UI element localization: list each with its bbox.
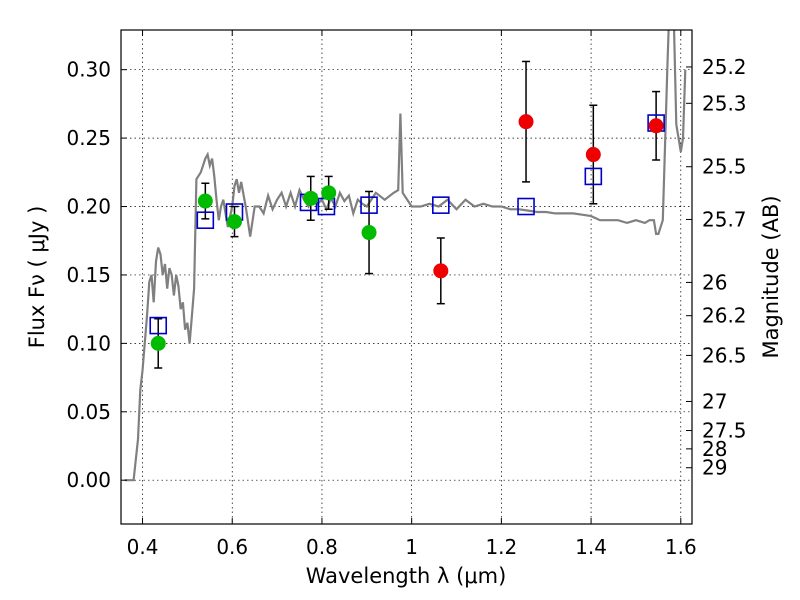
x-tick-label-3: 1 <box>405 535 418 559</box>
green-point-3 <box>303 190 319 206</box>
y2-tick-label-8: 27.5 <box>702 419 747 443</box>
y2-tick-label-4: 26 <box>702 270 727 294</box>
y2-tick-label-10: 29 <box>702 456 727 480</box>
red-point-2 <box>585 147 601 163</box>
y-axis-label: Flux Fν ( μJy ) <box>25 206 49 349</box>
y-tick-label-6: 0.30 <box>66 58 111 82</box>
square-point-5 <box>360 196 378 214</box>
y-tick-label-3: 0.15 <box>66 263 111 287</box>
x-tick-label-5: 1.4 <box>575 535 607 559</box>
plot-frame <box>120 29 693 525</box>
x-tick-label-0: 0.4 <box>127 535 159 559</box>
y-tick-label-5: 0.25 <box>66 126 111 150</box>
x-tick-label-2: 0.8 <box>306 535 338 559</box>
red-point-0 <box>433 263 449 279</box>
y2-tick-label-2: 25.5 <box>702 155 747 179</box>
y-tick-label-4: 0.20 <box>66 195 111 219</box>
model-spectrum-line <box>124 30 687 482</box>
axis-ticks <box>121 30 692 524</box>
square-point-0 <box>149 316 168 335</box>
green-point-2 <box>226 214 242 230</box>
x-tick-label-1: 0.6 <box>216 535 248 559</box>
y2-axis-label: Magnitude (AB) <box>759 195 783 358</box>
square-point-7 <box>517 197 535 216</box>
y2-tick-label-6: 26.5 <box>702 343 747 367</box>
y2-tick-label-3: 25.7 <box>702 207 747 231</box>
x-tick-label-4: 1.2 <box>485 535 517 559</box>
x-tick-labels: 0.4 0.6 0.8 1 1.2 1.4 1.6 <box>127 535 697 559</box>
red-point-3 <box>648 118 664 134</box>
red-point-1 <box>518 114 534 130</box>
y-tick-label-0: 0.00 <box>66 468 111 492</box>
x-axis-label: Wavelength λ (μm) <box>306 564 507 588</box>
y-tick-label-1: 0.05 <box>66 400 111 424</box>
model-spectrum <box>124 30 687 482</box>
y2-tick-label-1: 25.3 <box>702 91 747 115</box>
y-tick-labels: 0.00 0.05 0.10 0.15 0.20 0.25 0.30 <box>66 58 111 493</box>
green-point-4 <box>321 185 337 201</box>
green-point-1 <box>197 193 213 209</box>
data-markers <box>149 114 665 351</box>
green-point-0 <box>150 335 166 351</box>
square-point-6 <box>432 196 450 214</box>
square-point-1 <box>196 211 215 230</box>
y2-tick-label-0: 25.2 <box>702 55 747 79</box>
y-tick-label-2: 0.10 <box>66 331 111 355</box>
y2-tick-label-9: 28 <box>702 437 727 461</box>
y2-tick-label-7: 27 <box>702 389 727 413</box>
square-point-8 <box>584 167 603 186</box>
green-point-5 <box>361 225 377 241</box>
x-tick-label-6: 1.6 <box>665 535 697 559</box>
y2-tick-label-5: 26.2 <box>702 304 747 328</box>
